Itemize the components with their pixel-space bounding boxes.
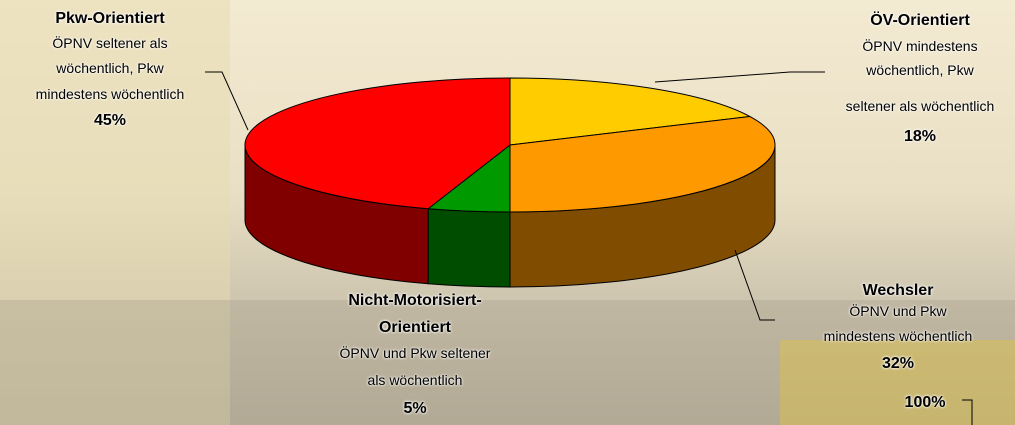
category-description: ÖPNV mindestens	[862, 38, 978, 54]
category-description: ÖPNV seltener als	[52, 35, 168, 51]
leader-line	[654, 71, 825, 83]
leader-line	[962, 399, 973, 425]
value-label: 5%	[403, 400, 427, 417]
pie	[244, 77, 776, 288]
category-description: ÖPNV und Pkw	[849, 303, 947, 319]
category-label: ÖV-Orientiert	[870, 12, 970, 29]
background-shape	[780, 340, 1015, 425]
category-label: Wechsler	[862, 282, 934, 299]
leader-line	[734, 249, 775, 321]
slice-side	[427, 208, 511, 288]
category-description: seltener als wöchentlich	[845, 98, 995, 114]
total-label: 100%	[904, 394, 946, 411]
leader-line	[205, 71, 249, 131]
background-shape	[0, 300, 1015, 425]
category-label: Nicht-Motorisiert-Orientiert	[348, 292, 482, 336]
value-label: 18%	[903, 128, 937, 145]
slice	[509, 77, 752, 146]
value-label: 45%	[93, 112, 127, 129]
category-description: als wöchentlich	[367, 372, 463, 388]
category-label: Pkw-Orientiert	[55, 10, 165, 27]
slice	[244, 77, 511, 210]
background-shape	[0, 0, 230, 425]
value-label: 32%	[881, 355, 915, 372]
category-description: mindestens wöchentlich	[823, 328, 973, 344]
category-description: wöchentlich, Pkw	[866, 62, 974, 78]
category-description: ÖPNV und Pkw seltener	[339, 345, 491, 361]
leader-lines	[205, 71, 973, 425]
category-description: wöchentlich, Pkw	[56, 60, 164, 76]
category-description: mindestens wöchentlich	[35, 86, 185, 102]
slice	[509, 115, 776, 213]
